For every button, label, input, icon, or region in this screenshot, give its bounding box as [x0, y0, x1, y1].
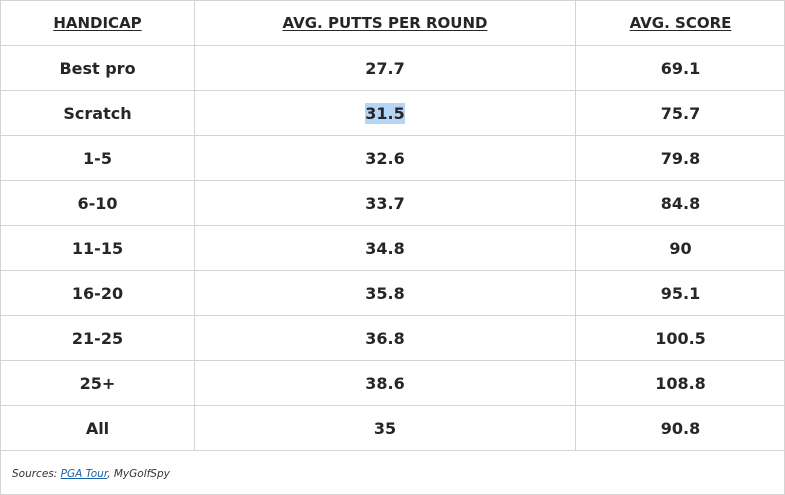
cell-score: 84.8: [575, 180, 785, 226]
handicap-stats-table: HANDICAP AVG. PUTTS PER ROUND AVG. SCORE…: [0, 0, 785, 451]
cell-handicap: 21-25: [0, 315, 195, 361]
cell-handicap: 1-5: [0, 135, 195, 181]
cell-score: 108.8: [575, 360, 785, 406]
cell-putts-value: 36.8: [365, 328, 405, 348]
cell-putts: 35.8: [194, 270, 576, 316]
cell-putts: 38.6: [194, 360, 576, 406]
table-row: 21-25 36.8 100.5: [0, 315, 785, 361]
cell-putts: 34.8: [194, 225, 576, 271]
cell-handicap: 11-15: [0, 225, 195, 271]
column-header-score[interactable]: AVG. SCORE: [575, 0, 785, 46]
table-row: Best pro 27.7 69.1: [0, 45, 785, 91]
table-row: 16-20 35.8 95.1: [0, 270, 785, 316]
pga-tour-link[interactable]: PGA Tour: [60, 468, 108, 480]
cell-handicap: 16-20: [0, 270, 195, 316]
cell-score: 95.1: [575, 270, 785, 316]
column-header-handicap[interactable]: HANDICAP: [0, 0, 195, 46]
sources-suffix: , MyGolfSpy: [107, 468, 170, 480]
cell-putts-value: 27.7: [365, 58, 405, 78]
sources-prefix: Sources:: [12, 468, 61, 480]
cell-putts: 31.5: [194, 90, 576, 136]
table-row: Scratch 31.5 75.7: [0, 90, 785, 136]
cell-score: 100.5: [575, 315, 785, 361]
cell-handicap: 6-10: [0, 180, 195, 226]
cell-score: 90.8: [575, 405, 785, 451]
cell-score: 69.1: [575, 45, 785, 91]
column-header-putts[interactable]: AVG. PUTTS PER ROUND: [194, 0, 576, 46]
cell-score: 75.7: [575, 90, 785, 136]
cell-handicap: 25+: [0, 360, 195, 406]
cell-putts: 35: [194, 405, 576, 451]
table-row: 6-10 33.7 84.8: [0, 180, 785, 226]
cell-handicap: Best pro: [0, 45, 195, 91]
cell-putts: 32.6: [194, 135, 576, 181]
sources-caption: Sources: PGA Tour, MyGolfSpy: [12, 468, 170, 480]
column-header-score-label: AVG. SCORE: [629, 14, 732, 32]
cell-putts-value: 35: [373, 418, 397, 438]
cell-putts: 36.8: [194, 315, 576, 361]
cell-putts-value: 34.8: [365, 238, 405, 258]
column-header-handicap-label: HANDICAP: [53, 14, 142, 32]
cell-putts: 33.7: [194, 180, 576, 226]
cell-putts-value: 35.8: [365, 283, 405, 303]
cell-score: 90: [575, 225, 785, 271]
cell-putts-value: 32.6: [365, 148, 405, 168]
cell-handicap: All: [0, 405, 195, 451]
cell-putts-value: 33.7: [365, 193, 405, 213]
cell-handicap: Scratch: [0, 90, 195, 136]
table-row: All 35 90.8: [0, 405, 785, 451]
cell-putts-value: 38.6: [365, 373, 405, 393]
cell-putts: 27.7: [194, 45, 576, 91]
table-header-row: HANDICAP AVG. PUTTS PER ROUND AVG. SCORE: [0, 0, 785, 46]
selected-text-highlight[interactable]: 31.5: [365, 102, 405, 124]
column-header-putts-label: AVG. PUTTS PER ROUND: [282, 14, 488, 32]
table-row: 11-15 34.8 90: [0, 225, 785, 271]
cell-score: 79.8: [575, 135, 785, 181]
table-row: 1-5 32.6 79.8: [0, 135, 785, 181]
table-row: 25+ 38.6 108.8: [0, 360, 785, 406]
